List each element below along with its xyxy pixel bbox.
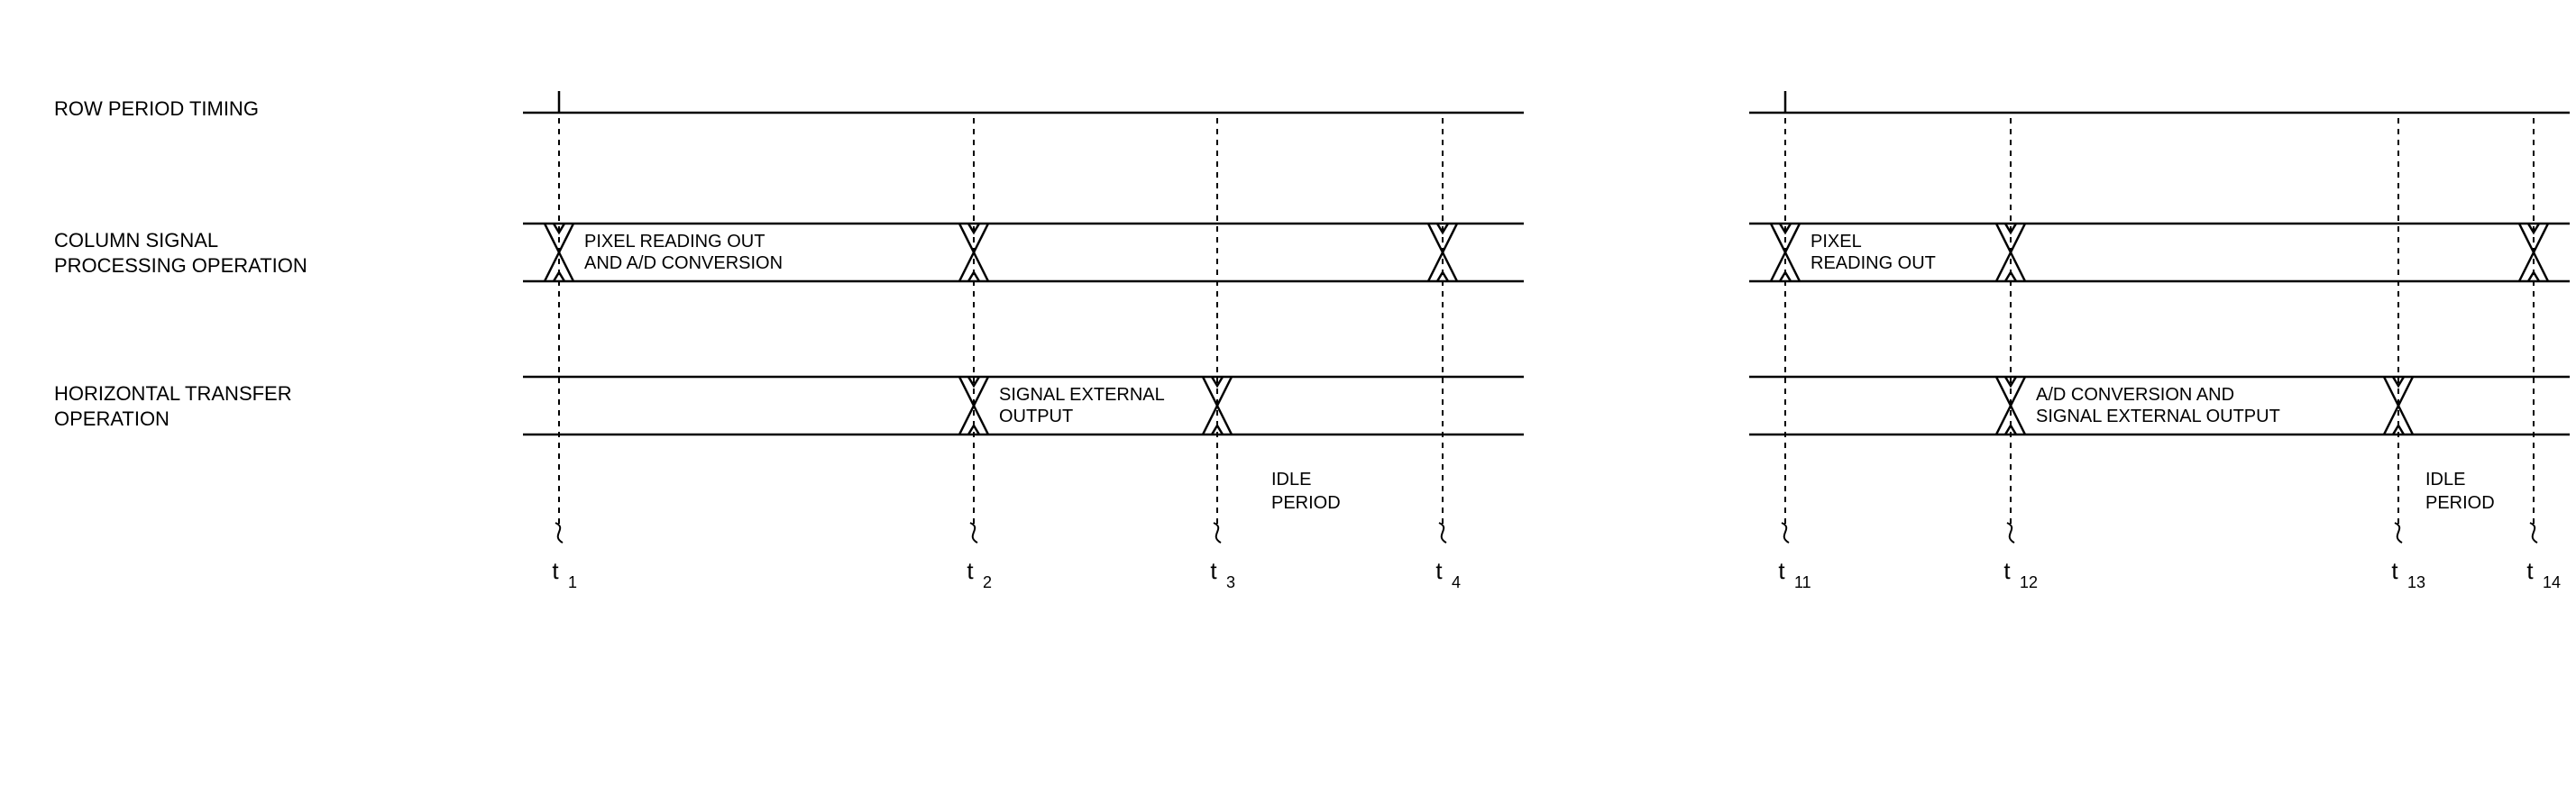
svg-text:IDLE: IDLE <box>1271 470 1311 489</box>
svg-text:HORIZONTAL TRANSFER: HORIZONTAL TRANSFER <box>54 382 292 405</box>
svg-text:t: t <box>967 557 974 584</box>
svg-text:t: t <box>2391 557 2398 584</box>
svg-text:PERIOD: PERIOD <box>1271 493 1341 513</box>
svg-text:14: 14 <box>2543 573 2561 591</box>
svg-text:t: t <box>1778 557 1785 584</box>
svg-text:AND A/D CONVERSION: AND A/D CONVERSION <box>584 253 783 273</box>
svg-text:1: 1 <box>568 573 577 591</box>
svg-text:PIXEL: PIXEL <box>1811 232 1862 252</box>
svg-text:12: 12 <box>2020 573 2038 591</box>
svg-text:13: 13 <box>2407 573 2425 591</box>
svg-text:t: t <box>2526 557 2534 584</box>
diagram-svg: ROW PERIOD TIMING COLUMN SIGNALPROCESSING… <box>18 18 2576 778</box>
svg-text:READING OUT: READING OUT <box>1811 253 1936 273</box>
svg-text:PIXEL READING OUT: PIXEL READING OUT <box>584 232 765 252</box>
svg-text:t: t <box>2003 557 2011 584</box>
svg-text:t: t <box>552 557 559 584</box>
svg-text:SIGNAL EXTERNAL OUTPUT: SIGNAL EXTERNAL OUTPUT <box>2036 407 2280 426</box>
svg-text:SIGNAL EXTERNAL: SIGNAL EXTERNAL <box>999 385 1165 405</box>
svg-text:ROW PERIOD TIMING: ROW PERIOD TIMING <box>54 97 259 120</box>
svg-text:OUTPUT: OUTPUT <box>999 407 1073 426</box>
svg-text:3: 3 <box>1226 573 1235 591</box>
svg-text:t: t <box>1210 557 1217 584</box>
svg-text:11: 11 <box>1794 573 1811 591</box>
svg-text:t: t <box>1435 557 1443 584</box>
svg-text:OPERATION: OPERATION <box>54 407 170 430</box>
svg-text:A/D CONVERSION AND: A/D CONVERSION AND <box>2036 385 2234 405</box>
svg-text:PERIOD: PERIOD <box>2425 493 2495 513</box>
svg-text:IDLE: IDLE <box>2425 470 2465 489</box>
timing-diagram: ROW PERIOD TIMING COLUMN SIGNALPROCESSING… <box>18 18 2558 778</box>
svg-text:2: 2 <box>983 573 992 591</box>
svg-text:PROCESSING OPERATION: PROCESSING OPERATION <box>54 254 307 277</box>
svg-text:COLUMN SIGNAL: COLUMN SIGNAL <box>54 229 218 252</box>
svg-text:4: 4 <box>1452 573 1461 591</box>
